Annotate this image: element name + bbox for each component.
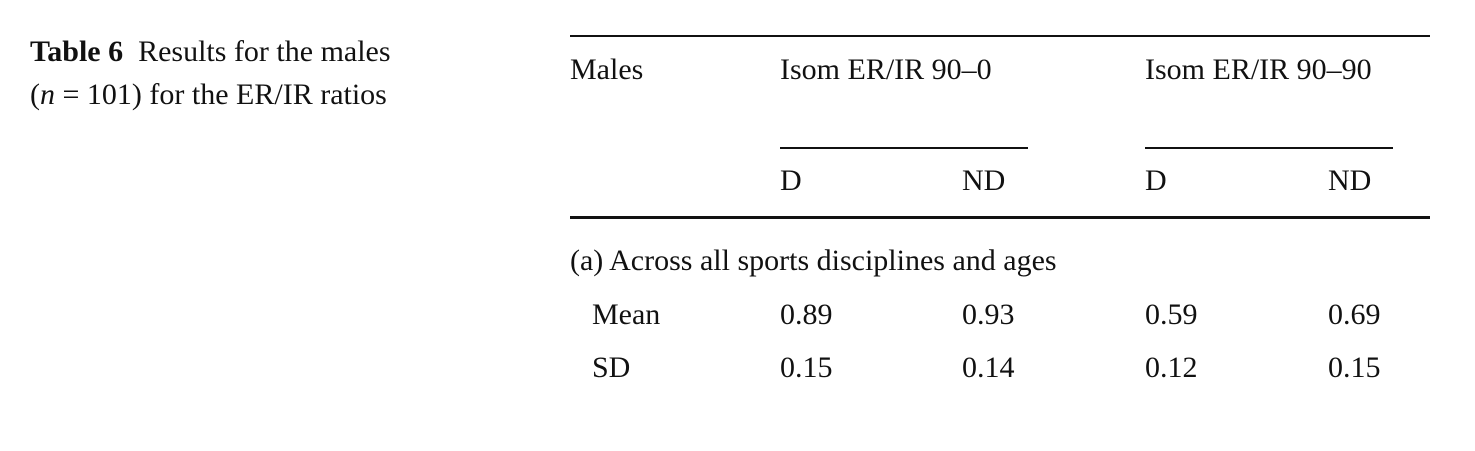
group-rule: [780, 147, 1028, 149]
subheader: D: [1145, 164, 1167, 197]
cell: 0.14: [962, 351, 1015, 384]
group-rule: [1145, 147, 1393, 149]
top-rule: [570, 35, 1430, 37]
caption-text: = 101) for the ER/IR ratios: [55, 78, 387, 111]
row-label: SD: [592, 351, 631, 384]
cell: 0.69: [1328, 298, 1381, 331]
caption-line: Table 6 Results for the males: [30, 37, 391, 67]
caption-variable: n: [40, 78, 55, 111]
subheader: D: [780, 164, 802, 197]
row-header: Males: [570, 53, 644, 86]
subheader: ND: [1328, 164, 1372, 197]
caption-label: Table 6: [30, 35, 124, 68]
cell: 0.15: [780, 351, 833, 384]
cell: 0.89: [780, 298, 833, 331]
section-label: (a) Across all sports disciplines and ag…: [570, 244, 1057, 277]
header-rule: [570, 216, 1430, 219]
row-label: Mean: [592, 298, 661, 331]
caption-text: Results for the males: [138, 35, 391, 68]
group-header: Isom ER/IR 90–0: [780, 53, 992, 86]
caption-line: (n = 101) for the ER/IR ratios: [30, 80, 387, 110]
cell: 0.12: [1145, 351, 1198, 384]
cell: 0.59: [1145, 298, 1198, 331]
caption-text: (: [30, 78, 40, 111]
subheader: ND: [962, 164, 1006, 197]
cell: 0.15: [1328, 351, 1381, 384]
cell: 0.93: [962, 298, 1015, 331]
group-header: Isom ER/IR 90–90: [1145, 53, 1372, 86]
